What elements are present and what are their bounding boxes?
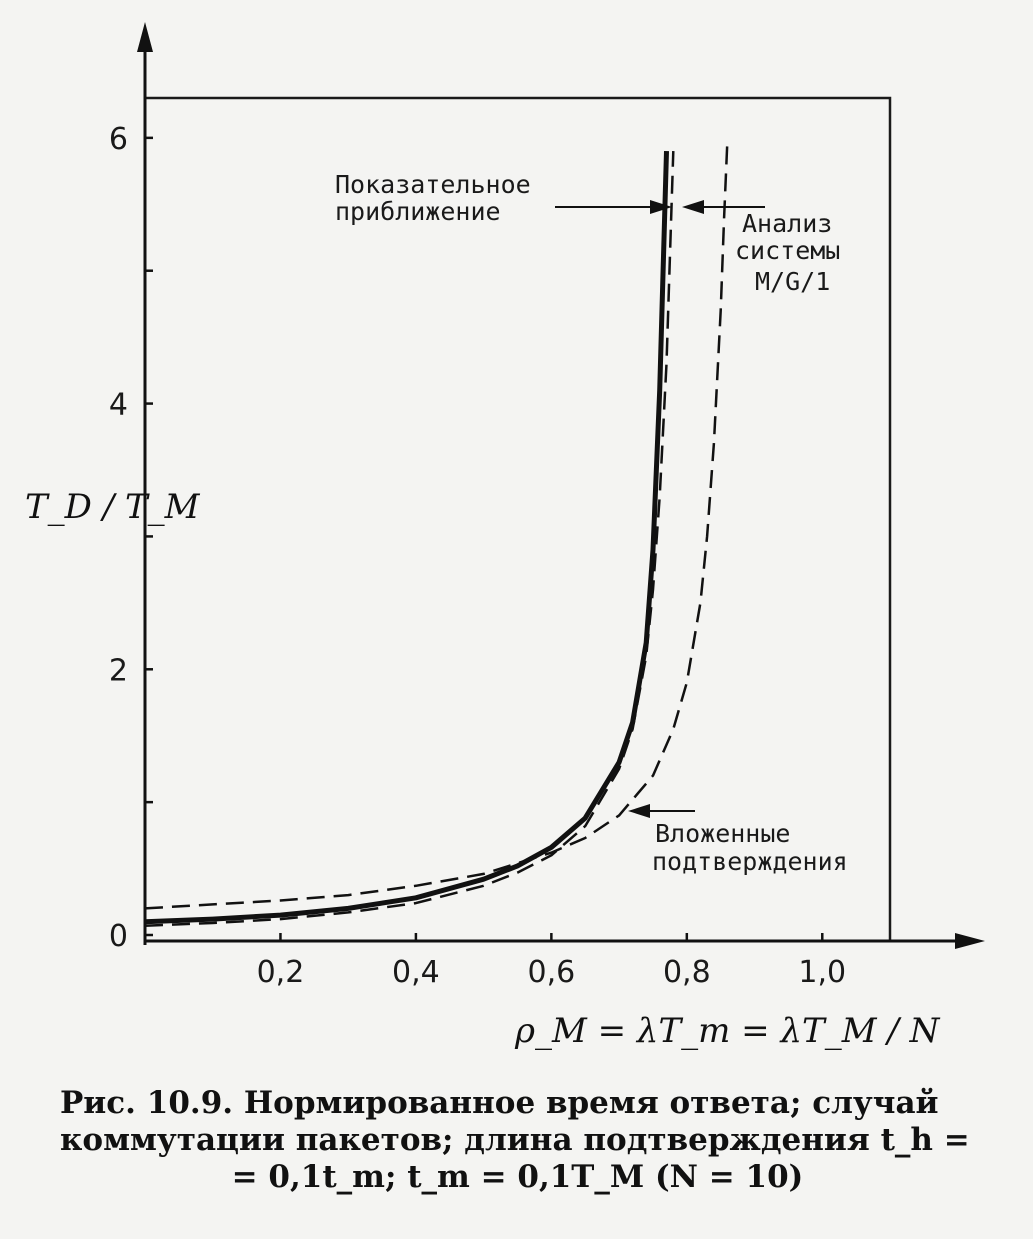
annotation-mg1-arrowhead [682, 200, 704, 214]
tick-group: 0,2 0,4 0,6 0,8 1,0 0 2 4 6 [109, 122, 846, 990]
annotation-mg1-line1: Анализ [742, 209, 832, 238]
annotation-mg1-line2: системы [735, 236, 840, 265]
series-line-1 [144, 151, 669, 925]
caption-line-1: Рис. 10.9. Нормированное время ответа; с… [60, 1085, 939, 1121]
annotation-exponential-line2: приближение [335, 197, 501, 226]
x-tick-label: 0,4 [392, 955, 440, 990]
x-tick-label: 0,8 [663, 955, 711, 990]
x-tick-label: 0,6 [528, 955, 576, 990]
figure-caption: Рис. 10.9. Нормированное время ответа; с… [60, 1085, 975, 1196]
caption-line-3: = 0,1t_m; t_m = 0,1T_M (N = 10) [231, 1159, 804, 1195]
y-tick-label: 0 [109, 919, 128, 954]
caption-line-2: коммутации пакетов; длина подтверждения … [60, 1122, 970, 1158]
x-axis-title: ρ_M = λT_m = λT_M / N [514, 1011, 941, 1051]
annotation-embedded-line2: подтверждения [652, 847, 848, 876]
x-tick-label: 0,2 [257, 955, 305, 990]
y-tick-label: 6 [109, 122, 128, 157]
annotation-mg1-line3: M/G/1 [755, 267, 830, 296]
annotation-exponential-line1: Показательное [335, 170, 531, 199]
y-axis-title: T_D / T_M [25, 487, 201, 527]
series-group [144, 137, 729, 927]
series-line-2 [144, 151, 675, 927]
x-axis-arrow [955, 933, 985, 949]
annotation-exponential-arrowhead [650, 200, 672, 214]
y-tick-label: 4 [109, 388, 128, 423]
annotation-embedded-arrowhead [628, 804, 650, 818]
y-axis-arrow [137, 22, 153, 52]
x-tick-label: 1,0 [798, 955, 846, 990]
y-tick-label: 2 [109, 653, 128, 688]
annotation-embedded-line1: Вложенные [655, 819, 790, 848]
series-line-3 [144, 137, 729, 910]
